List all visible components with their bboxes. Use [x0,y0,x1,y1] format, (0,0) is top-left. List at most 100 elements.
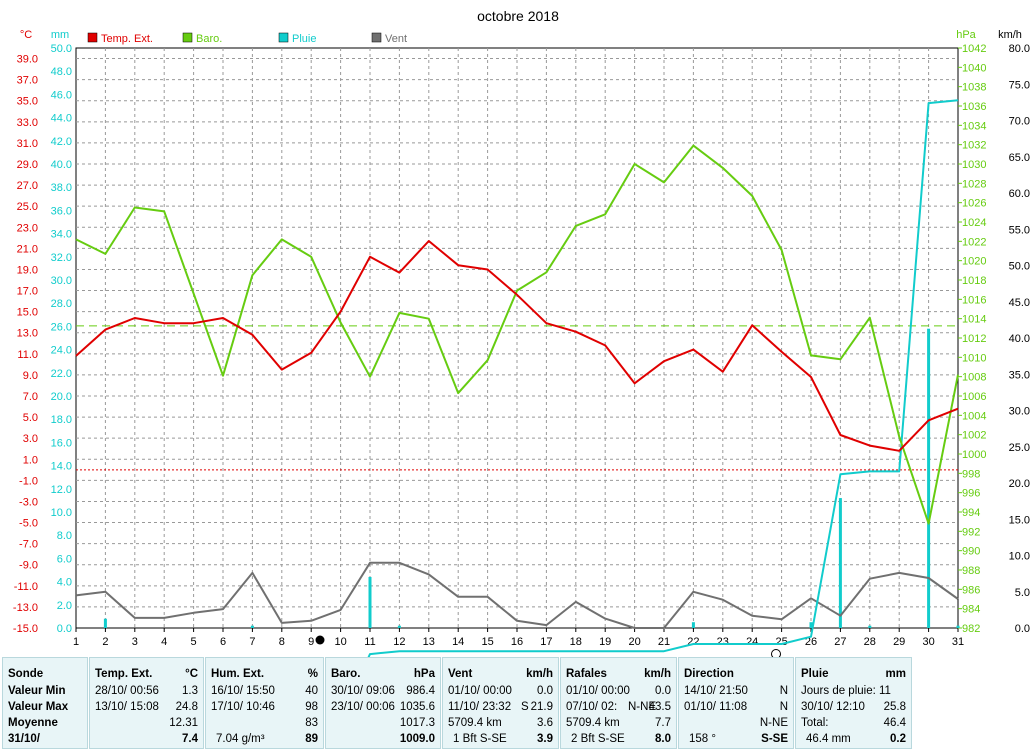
gust-max: 43.5 [648,701,671,713]
rain-axis-tick: 32.0 [51,252,72,264]
rain-axis-tick: 46.0 [51,89,72,101]
rain-month-total: 46.4 mm [806,733,851,745]
baro-axis-tick: 1016 [962,294,986,306]
rain-daily-bar [103,618,107,628]
legend-label-rain: Pluie [292,33,316,45]
wind-axis-tick: 75.0 [1009,79,1030,91]
baro-axis-tick: 1014 [962,314,986,326]
gust-title: Rafales [566,668,607,680]
baro-axis-tick: 1036 [962,101,986,113]
baro-max: 1035.6 [399,701,435,713]
panel-baro: Baro. hPa 30/10/ 09:06 986.4 23/10/ 00:06 1… [325,657,441,749]
rain-axis-tick: 14.0 [51,461,72,473]
panel-sonde: Sonde Valeur Min Valeur Max Moyenne 31/1… [2,657,88,749]
series-line-temp [75,240,959,452]
rain-daily-bar [956,625,960,628]
temp-title: Temp. Ext. [95,668,153,680]
moon-phase-markers [315,635,781,657]
rain-daily-bar [368,576,372,628]
temp-axis-tick: -9.0 [19,560,38,572]
temp-unit: °C [185,668,198,680]
panel-gust: Rafales km/h 01/10/ 00:00 0.0 07/10/ 02: N-… [560,657,677,749]
x-tick-label: 6 [220,636,226,648]
row-label-avg: Moyenne [8,717,58,729]
gust-distance: 5709.4 km [566,717,620,729]
temp-axis-tick: 3.0 [23,433,38,445]
x-tick-label: 12 [393,636,405,648]
axes: 1 2 3 4 5 6 7 8 9 10 11 12 13 14 15 16 17 18 19 20 21 22 23 24 2… [13,43,1030,648]
rain-max-time: 30/10/ 12:10 [801,701,865,713]
hum-abs-humidity: 7.04 g/m³ [216,733,265,745]
baro-axis-tick: 988 [962,565,980,577]
x-tick-label: 21 [658,636,670,648]
legend-swatch-temp [87,32,98,43]
baro-axis-tick: 994 [962,507,980,519]
temp-axis-tick: -5.0 [19,518,38,530]
hum-min: 40 [305,685,318,697]
wind-axis-tick: 25.0 [1009,442,1030,454]
rain-axis-tick: 4.0 [57,577,72,589]
rain-axis-tick: 6.0 [57,553,72,565]
temp-axis-tick: 29.0 [17,159,38,171]
baro-min-time: 30/10/ 09:06 [331,685,395,697]
wind-title: Vent [448,668,473,680]
wind-axis-tick: 35.0 [1009,369,1030,381]
rain-daily-bar [838,498,842,628]
wind-axis-tick: 0.0 [1015,623,1030,635]
baro-axis-tick: 982 [962,623,980,635]
temp-axis-tick: -15.0 [13,623,38,635]
gust-max-time: 07/10/ 02: [566,701,618,713]
series-line-rain [367,99,959,657]
panel-hum: Hum. Ext.% 16/10/ 15:50 40 17/10/ 10:46 98… [205,657,324,749]
legend-label-temp: Temp. Ext. [101,33,153,45]
legend-swatch-wind [371,32,382,43]
rain-daily-bar [250,625,254,628]
weather-chart: octobre 2018 °C mm hPa km/h Temp. Ext. B… [13,8,1030,657]
dir-current: S-SE [761,733,788,745]
rain-axis-tick: 16.0 [51,437,72,449]
panel-rain: Pluie mm Jours de pluie: 11 30/10/ 12:10 2… [795,657,912,749]
temp-max: 24.8 [175,701,198,713]
legend-label-baro: Baro. [196,33,222,45]
x-tick-label: 3 [132,636,138,648]
rain-daily-bar [868,625,872,628]
hum-current: 89 [305,733,318,745]
baro-axis-tick: 1000 [962,449,986,461]
x-tick-label: 31 [952,636,964,648]
row-label-max: Valeur Max [8,701,69,713]
rain-axis-tick: 8.0 [57,530,72,542]
temp-axis-unit: °C [20,29,32,41]
dir-degrees: 158 ° [689,733,716,745]
gust-min: 0.0 [655,685,671,697]
x-tick-label: 27 [834,636,846,648]
rain-axis-tick: 28.0 [51,298,72,310]
baro-axis-tick: 1018 [962,275,986,287]
gust-avg: 7.7 [655,717,671,729]
wind-avg: 3.6 [537,717,553,729]
rain-max: 25.8 [883,701,906,713]
baro-axis-unit: hPa [956,29,976,41]
temp-axis-tick: 19.0 [17,264,38,276]
wind-max-dir: S [521,701,529,713]
baro-axis-tick: 1028 [962,178,986,190]
temp-axis-tick: 39.0 [17,54,38,66]
x-tick-label: 17 [540,636,552,648]
rain-title: Pluie [801,668,829,680]
rain-axis-tick: 0.0 [57,623,72,635]
gust-unit: km/h [644,668,671,680]
temp-max-time: 13/10/ 15:08 [95,701,159,713]
wind-axis-tick: 40.0 [1009,333,1030,345]
temp-axis-tick: 15.0 [17,307,38,319]
rain-daily-bar [809,622,813,628]
dir-title: Direction [684,668,734,680]
x-tick-label: 8 [279,636,285,648]
x-tick-label: 29 [893,636,905,648]
rain-axis-tick: 12.0 [51,484,72,496]
baro-current: 1009.0 [399,733,435,745]
x-tick-label: 23 [717,636,729,648]
temp-axis-tick: 33.0 [17,117,38,129]
baro-axis-tick: 1026 [962,198,986,210]
rain-axis-tick: 40.0 [51,159,72,171]
hum-max-time: 17/10/ 10:46 [211,701,275,713]
baro-axis-tick: 986 [962,584,980,596]
